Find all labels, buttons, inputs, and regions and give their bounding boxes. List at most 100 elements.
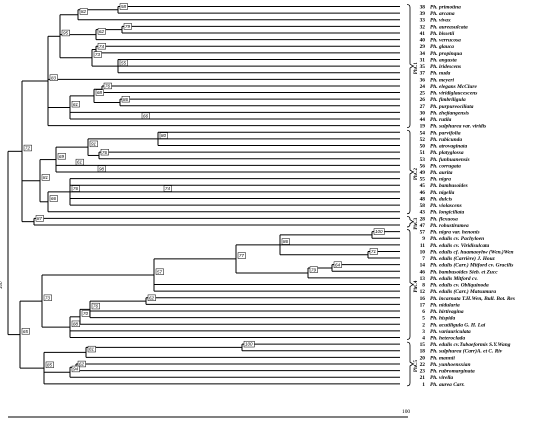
taxon-label: 41 Ph. bissetii xyxy=(420,31,455,37)
taxon-label: 12 Ph. edulis (Carr.) Matsumura xyxy=(420,288,497,295)
taxon-number: 52 xyxy=(420,137,426,143)
bootstrap-box xyxy=(75,158,84,166)
taxon-number: 3 xyxy=(422,329,425,335)
taxon-label: 47 Ph. robustiramea xyxy=(420,223,469,229)
taxon-name: Ph. rubicunda xyxy=(430,137,462,143)
bootstrap-value-text: 68 xyxy=(97,90,103,95)
taxon-number: 24 xyxy=(420,84,426,90)
taxon-label: 3 Ph. variauriculata xyxy=(422,329,471,335)
bootstrap-box xyxy=(121,96,130,103)
bootstrap-value: 81 xyxy=(87,345,96,353)
bootstrap-value: 100 xyxy=(243,340,255,348)
taxon-label: 44 Ph. rutila xyxy=(420,117,452,123)
bootstrap-value: 81 xyxy=(41,174,50,181)
taxon-number: 1 xyxy=(422,382,425,388)
taxon-number: 17 xyxy=(420,302,426,308)
taxon-number: 26 xyxy=(420,97,426,103)
bootstrap-box xyxy=(87,345,96,353)
bootstrap-box xyxy=(155,268,164,275)
bootstrap-value-text: 74 xyxy=(99,44,105,49)
bootstrap-value: 72 xyxy=(23,144,32,152)
bootstrap-value-text: 91 xyxy=(91,141,97,146)
taxon-label: 48 Ph. dulcis xyxy=(420,196,453,202)
taxon-number: 48 xyxy=(420,196,426,202)
bootstrap-value: 57 xyxy=(155,268,164,275)
bootstrap-value: 94 xyxy=(71,365,80,373)
taxon-number: 33 xyxy=(420,18,426,24)
taxon-label: 37 Ph. nuda xyxy=(420,71,451,77)
taxon-label: 17 Ph. nidularia xyxy=(420,302,460,308)
taxon-name: Ph. rutila xyxy=(430,117,452,123)
clade-label: PhC5 xyxy=(414,360,419,372)
taxon-label: 40 Ph. verrucosa xyxy=(420,38,462,44)
taxon-label: 23 Ph. rubromarginata xyxy=(420,369,475,375)
taxon-label: 46 Ph. nigella xyxy=(420,190,455,196)
taxon-number: 43 xyxy=(420,210,426,216)
taxon-label: 14 Ph. edulis (Carr.) Mitford cv. Gracili… xyxy=(420,262,514,269)
bootstrap-value-text: 66 xyxy=(143,113,149,118)
taxon-name: Ph. edulis cv. Pachyloen xyxy=(430,236,484,242)
bootstrap-box xyxy=(21,328,30,335)
taxon-label: 30 Ph. zhejiangensis xyxy=(420,110,469,116)
taxon-name: Ph. robustiramea xyxy=(430,223,469,229)
bootstrap-value: 73 xyxy=(43,294,52,301)
bootstrap-value-text: 100 xyxy=(245,342,253,347)
bootstrap-value: 100 xyxy=(373,228,385,235)
taxon-label: 11 Ph. edulis cv. Viridisulcata xyxy=(420,243,490,249)
taxon-number: 46 xyxy=(420,190,426,196)
taxon-label: 16 Ph. incarnata T.H.Wen, Bull. Bot. Res xyxy=(420,296,515,302)
bootstrap-value: 100 xyxy=(0,281,3,289)
bootstrap-value-text: 87 xyxy=(37,216,43,221)
bootstrap-value: 66 xyxy=(141,112,150,119)
bootstrap-value: 85 xyxy=(45,361,54,368)
bootstrap-value-text: 77 xyxy=(239,253,245,258)
taxon-name: Ph. viridiglaucescens xyxy=(430,91,477,97)
bootstrap-box xyxy=(77,360,86,368)
bootstrap-value: 76 xyxy=(100,149,109,156)
taxon-number: 50 xyxy=(420,144,426,150)
taxon-name: Ph. corrugata xyxy=(430,163,461,169)
bracket-shape xyxy=(406,341,414,387)
bootstrap-value-text: 81 xyxy=(89,347,95,352)
bootstrap-value-text: 62 xyxy=(149,295,155,300)
taxon-number: 10 xyxy=(420,249,426,255)
bootstrap-value-text: 62 xyxy=(99,29,105,34)
bootstrap-value-text: 100 xyxy=(375,229,383,234)
taxon-name: Ph. edulis cf. huamaoyhw (Wen.)Wen xyxy=(430,248,514,255)
taxon-number: 4 xyxy=(422,336,425,342)
taxon-number: 14 xyxy=(420,263,426,269)
clade-bracket: PhC3 xyxy=(406,215,419,230)
bootstrap-value: 95 xyxy=(61,29,70,37)
clade-bracket: PhC5 xyxy=(406,341,419,387)
bootstrap-value: 91 xyxy=(89,140,98,148)
taxon-label: 15 Ph. edulis cv.Tubaeformis S.Y.Wang xyxy=(420,342,511,348)
bootstrap-box xyxy=(119,3,128,10)
taxon-number: 25 xyxy=(420,91,426,97)
bootstrap-box xyxy=(119,59,128,66)
taxon-number: 53 xyxy=(420,157,426,163)
taxon-name: Ph. purpureociliata xyxy=(430,104,474,110)
taxon-label: 27 Ph. purpureociliata xyxy=(420,104,474,110)
taxon-name: Ph. mannii xyxy=(430,355,455,361)
taxon-name: Ph. edulis (Carr.) Mitford cv. Gracilis xyxy=(430,262,513,269)
bootstrap-value: 62 xyxy=(77,360,86,368)
bootstrap-value: 74 xyxy=(163,185,172,192)
taxon-name: Ph. aurita xyxy=(430,170,453,176)
bootstrap-value-text: 80 xyxy=(161,133,167,138)
bootstrap-box xyxy=(23,144,32,152)
bootstrap-box xyxy=(237,252,246,259)
bootstrap-box xyxy=(97,43,106,50)
taxon-label: 56 Ph. corrugata xyxy=(420,163,462,169)
taxon-label: 55 Ph. nigra xyxy=(420,177,452,183)
taxon-name: Ph. bambusoides Sieb. et Zucc xyxy=(430,269,498,275)
taxon-label: 18 Ph. sulphurea (Carr)A. et C. Riv xyxy=(420,348,503,355)
bootstrap-box xyxy=(41,174,50,181)
bootstrap-value-text: 88 xyxy=(73,321,79,326)
bootstrap-value: 88 xyxy=(71,320,80,328)
bootstrap-value-text: 94 xyxy=(73,367,79,372)
taxon-number: 16 xyxy=(420,296,426,302)
bootstrap-value-text: 100 xyxy=(0,281,3,289)
bootstrap-value-text: 86 xyxy=(283,239,289,244)
taxon-number: 20 xyxy=(420,355,426,361)
